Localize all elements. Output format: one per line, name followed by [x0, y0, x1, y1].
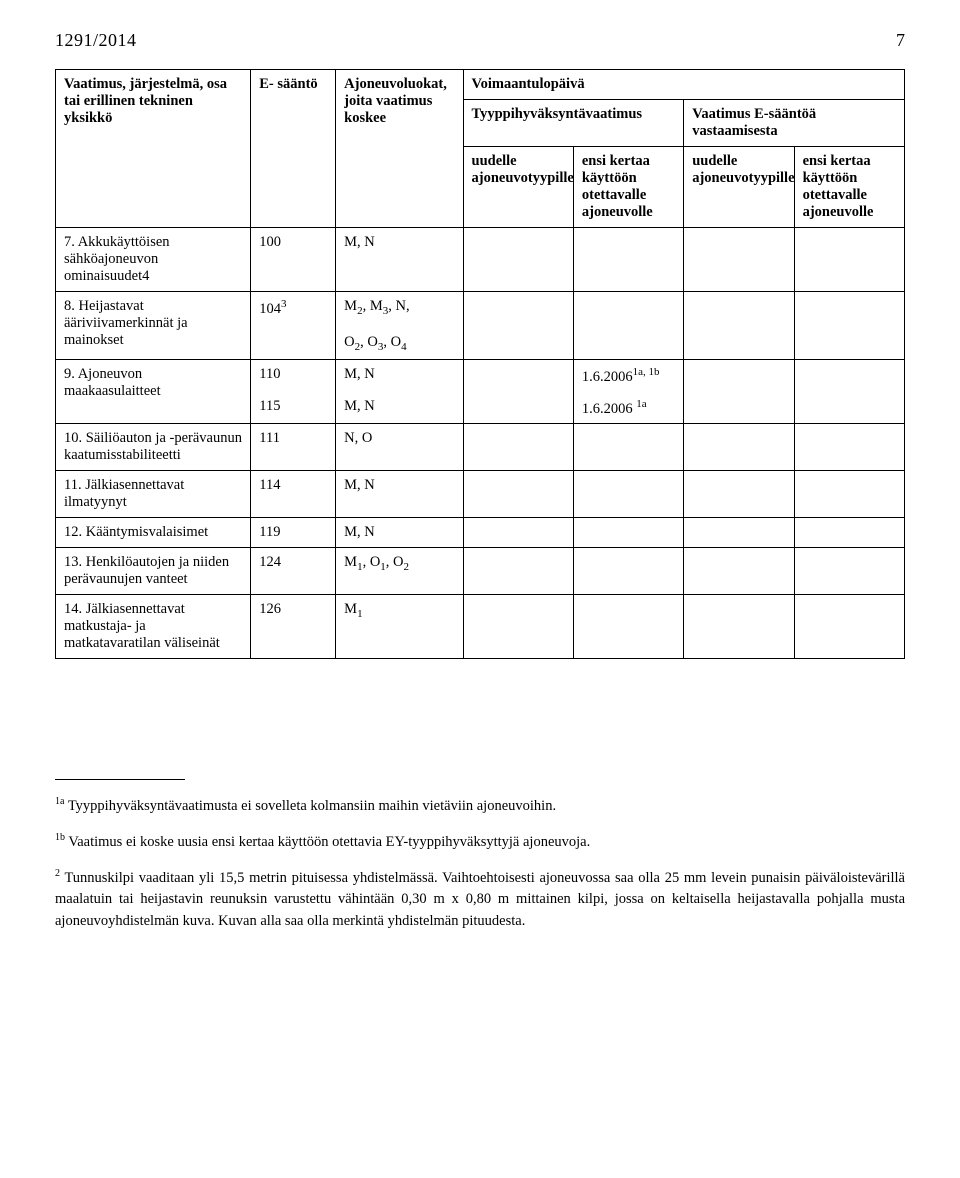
footnote-1a: 1a Tyyppihyväksyntävaatimusta ei sovelle…: [55, 794, 905, 818]
cell-date: [684, 359, 794, 391]
cell-categories: M, N: [336, 471, 463, 518]
cell-e-rule: 124: [251, 548, 336, 595]
cell-date: [684, 548, 794, 595]
col-header-e-rule: E- sääntö: [251, 70, 336, 228]
cell-date: [684, 595, 794, 659]
footnotes-block: 1a Tyyppihyväksyntävaatimusta ei sovelle…: [55, 794, 905, 932]
cell-date: [573, 292, 683, 360]
table-row: 9. Ajoneuvon maakaasulaitteet 110 M, N 1…: [56, 359, 905, 391]
footnote-separator: [55, 779, 185, 780]
cell-date: [684, 471, 794, 518]
cell-date: [573, 424, 683, 471]
cell-date: [794, 595, 904, 659]
cell-date: [794, 471, 904, 518]
cell-categories: M1, O1, O2: [336, 548, 463, 595]
cell-e-rule: 114: [251, 471, 336, 518]
cell-date: [463, 228, 573, 292]
cell-date: [684, 392, 794, 424]
cell-requirement: 7. Akkukäyttöisen sähköajoneuvon ominais…: [56, 228, 251, 292]
cell-date: [684, 424, 794, 471]
cell-date: [794, 518, 904, 548]
cell-date: [463, 595, 573, 659]
requirements-table: Vaatimus, järjestelmä, osa tai erillinen…: [55, 69, 905, 659]
cell-e-rule: 100: [251, 228, 336, 292]
cell-categories: M2, M3, N,O2, O3, O4: [336, 292, 463, 360]
cell-date: [794, 392, 904, 424]
col-header-new-type-b: uudelle ajoneuvotyypille: [684, 147, 794, 228]
cell-date: [463, 359, 573, 391]
table-body: 7. Akkukäyttöisen sähköajoneuvon ominais…: [56, 228, 905, 659]
cell-date: [463, 392, 573, 424]
cell-date: 1.6.20061a, 1b: [573, 359, 683, 391]
cell-requirement: 10. Säiliöauton ja -perävaunun kaatumiss…: [56, 424, 251, 471]
cell-requirement: 8. Heijastavat ääriviivamerkinnät ja mai…: [56, 292, 251, 360]
cell-e-rule: 126: [251, 595, 336, 659]
col-header-new-type-a: uudelle ajoneuvotyypille: [463, 147, 573, 228]
table-row: 11. Jälkiasennettavat ilmatyynyt 114 M, …: [56, 471, 905, 518]
cell-categories: N, O: [336, 424, 463, 471]
cell-requirement: 13. Henkilöautojen ja niiden perävaunuje…: [56, 548, 251, 595]
cell-date: [463, 548, 573, 595]
col-header-first-use-b: ensi kertaa käyttöön otettavalle ajoneuv…: [794, 147, 904, 228]
cell-date: [463, 292, 573, 360]
table-row: 13. Henkilöautojen ja niiden perävaunuje…: [56, 548, 905, 595]
cell-e-rule: 110: [251, 359, 336, 391]
col-header-categories: Ajoneuvoluokat, joita vaatimus koskee: [336, 70, 463, 228]
footnote-2: 2 Tunnuskilpi vaaditaan yli 15,5 metrin …: [55, 866, 905, 933]
col-header-requirement: Vaatimus, järjestelmä, osa tai erillinen…: [56, 70, 251, 228]
cell-e-rule: 1043: [251, 292, 336, 360]
document-page: 1291/2014 7 Vaatimus, järjestelmä, osa t…: [0, 0, 960, 985]
cell-date: [463, 424, 573, 471]
cell-date: [463, 471, 573, 518]
cell-requirement: 12. Kääntymisvalaisimet: [56, 518, 251, 548]
cell-categories: M, N: [336, 392, 463, 424]
cell-categories: M, N: [336, 228, 463, 292]
cell-date: [794, 292, 904, 360]
cell-date: 1.6.2006 1a: [573, 392, 683, 424]
cell-date: [573, 548, 683, 595]
cell-e-rule: 119: [251, 518, 336, 548]
cell-date: [684, 518, 794, 548]
table-row: 8. Heijastavat ääriviivamerkinnät ja mai…: [56, 292, 905, 360]
cell-date: [684, 292, 794, 360]
cell-date: [794, 359, 904, 391]
table-row: 10. Säiliöauton ja -perävaunun kaatumiss…: [56, 424, 905, 471]
footnote-1b: 1b Vaatimus ei koske uusia ensi kertaa k…: [55, 830, 905, 854]
page-number: 7: [896, 30, 905, 51]
cell-date: [794, 424, 904, 471]
document-id: 1291/2014: [55, 30, 137, 51]
cell-date: [573, 471, 683, 518]
cell-e-rule: 115: [251, 392, 336, 424]
cell-date: [573, 228, 683, 292]
cell-requirement: 9. Ajoneuvon maakaasulaitteet: [56, 359, 251, 424]
table-row: 7. Akkukäyttöisen sähköajoneuvon ominais…: [56, 228, 905, 292]
cell-categories: M, N: [336, 359, 463, 391]
cell-e-rule: 111: [251, 424, 336, 471]
table-row: 12. Kääntymisvalaisimet 119 M, N: [56, 518, 905, 548]
cell-date: [573, 595, 683, 659]
cell-date: [463, 518, 573, 548]
page-header: 1291/2014 7: [55, 30, 905, 51]
cell-date: [794, 228, 904, 292]
col-header-effective-date: Voimaantulopäivä: [463, 70, 905, 100]
cell-categories: M, N: [336, 518, 463, 548]
cell-date: [573, 518, 683, 548]
col-header-e-compliance: Vaatimus E-sääntöä vastaamisesta: [684, 100, 905, 147]
cell-date: [794, 548, 904, 595]
cell-date: [684, 228, 794, 292]
cell-categories: M1: [336, 595, 463, 659]
cell-requirement: 11. Jälkiasennettavat ilmatyynyt: [56, 471, 251, 518]
cell-requirement: 14. Jälkiasennettavat matkustaja- ja mat…: [56, 595, 251, 659]
table-row: 14. Jälkiasennettavat matkustaja- ja mat…: [56, 595, 905, 659]
col-header-first-use-a: ensi kertaa käyttöön otettavalle ajoneuv…: [573, 147, 683, 228]
col-header-type-approval: Tyyppihyväksyntävaatimus: [463, 100, 684, 147]
